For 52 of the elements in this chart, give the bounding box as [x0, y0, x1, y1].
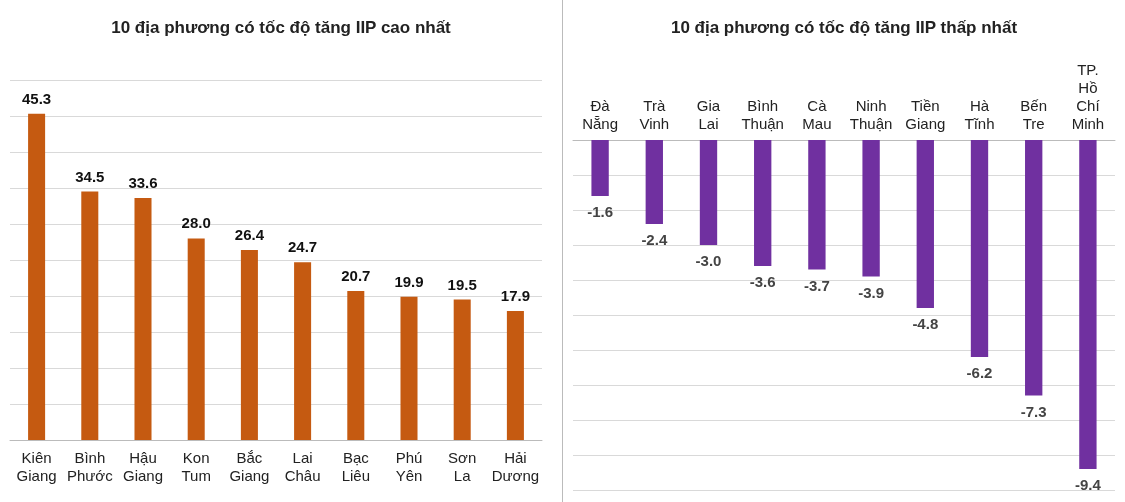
bar [187, 238, 205, 440]
bar [28, 113, 46, 440]
chart-title: 10 địa phương có tốc độ tăng IIP thấp nhất [670, 18, 1018, 37]
x-tick-label: Kon Tum [181, 448, 211, 484]
bar [294, 262, 312, 440]
data-label: -6.2 [966, 364, 993, 381]
x-tick-label: Cà Mau [802, 96, 832, 132]
data-label: -2.4 [641, 231, 668, 248]
data-label: 24.7 [288, 238, 318, 256]
data-label: -7.3 [1020, 402, 1047, 420]
data-label: 17.9 [500, 287, 530, 305]
data-label: 19.5 [447, 275, 477, 293]
x-tick-label: Lai Châu [284, 448, 321, 484]
x-tick-label: Hậu Giang [122, 448, 164, 484]
x-tick-label: Trà Vinh [639, 96, 670, 132]
data-label: -4.8 [912, 315, 939, 332]
chart-title: 10 địa phương có tốc độ tăng IIP cao nhất [111, 18, 452, 37]
data-label: 34.5 [75, 167, 105, 185]
x-tick-label: Phú Yên [395, 448, 423, 484]
x-tick-label: Bắc Giang [229, 448, 270, 484]
data-label: -1.6 [587, 203, 614, 220]
x-tick-label: Ninh Thuận [849, 96, 893, 132]
data-label: -3.9 [858, 283, 885, 301]
bar [506, 311, 524, 440]
data-label: 20.7 [341, 266, 371, 284]
bar [81, 191, 99, 440]
x-tick-label: Bạc Liêu [341, 448, 370, 484]
x-tick-label: Đà Nẵng [582, 96, 619, 132]
x-tick-label: Sơn La [448, 448, 477, 484]
x-tick-label: Gia Lai [696, 96, 721, 132]
x-tick-label: TP. Hồ Chí Minh [1071, 60, 1105, 132]
data-label: -3.6 [749, 273, 776, 290]
data-label: 28.0 [181, 214, 211, 232]
data-label: 19.9 [394, 272, 424, 290]
x-tick-label: Hải Dương [491, 448, 540, 484]
bar [134, 198, 152, 440]
data-label: -3.0 [695, 252, 722, 269]
x-tick-label: Bến Tre [1020, 96, 1048, 132]
x-tick-label: Bình Thuận [741, 96, 784, 132]
bar [453, 299, 471, 440]
bar [240, 249, 258, 440]
data-label: 33.6 [128, 174, 158, 192]
x-tick-label: Bình Phước [66, 448, 114, 484]
x-tick-label: Kiên Giang [16, 448, 57, 484]
data-label: -3.7 [803, 276, 830, 294]
bar [400, 296, 418, 440]
x-tick-label: Tiền Giang [905, 96, 946, 132]
data-label: 26.4 [234, 225, 265, 243]
bar [347, 290, 365, 440]
x-tick-label: Hà Tĩnh [964, 96, 995, 132]
data-label: -9.4 [1074, 476, 1102, 493]
data-label: 45.3 [22, 89, 52, 107]
